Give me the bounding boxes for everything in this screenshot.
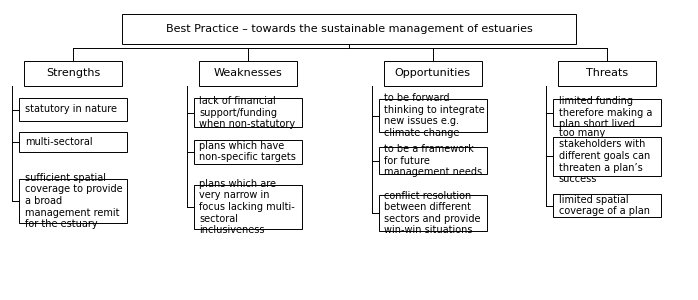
- FancyBboxPatch shape: [19, 98, 127, 121]
- FancyBboxPatch shape: [553, 194, 662, 217]
- Text: Weaknesses: Weaknesses: [214, 68, 282, 79]
- FancyBboxPatch shape: [24, 61, 122, 86]
- FancyBboxPatch shape: [558, 61, 656, 86]
- FancyBboxPatch shape: [553, 136, 662, 176]
- Text: too many
stakeholders with
different goals can
threaten a plan’s
success: too many stakeholders with different goa…: [558, 128, 650, 184]
- FancyBboxPatch shape: [199, 61, 297, 86]
- FancyBboxPatch shape: [384, 61, 482, 86]
- Text: lack of financial
support/funding
when non-statutory: lack of financial support/funding when n…: [200, 96, 295, 129]
- FancyBboxPatch shape: [378, 195, 487, 231]
- FancyBboxPatch shape: [122, 14, 576, 44]
- FancyBboxPatch shape: [193, 140, 302, 164]
- FancyBboxPatch shape: [19, 132, 127, 152]
- Text: limited spatial
coverage of a plan: limited spatial coverage of a plan: [558, 195, 650, 216]
- FancyBboxPatch shape: [553, 99, 662, 126]
- Text: conflict resolution
between different
sectors and provide
win-win situations: conflict resolution between different se…: [384, 190, 481, 236]
- FancyBboxPatch shape: [378, 147, 487, 174]
- Text: plans which are
very narrow in
focus lacking multi-
sectoral
inclusiveness: plans which are very narrow in focus lac…: [200, 179, 295, 235]
- FancyBboxPatch shape: [193, 185, 302, 229]
- Text: Opportunities: Opportunities: [395, 68, 470, 79]
- Text: limited funding
therefore making a
plan short lived: limited funding therefore making a plan …: [558, 96, 652, 129]
- FancyBboxPatch shape: [378, 99, 487, 132]
- Text: to be forward
thinking to integrate
new issues e.g.
climate change: to be forward thinking to integrate new …: [384, 93, 485, 138]
- FancyBboxPatch shape: [19, 179, 127, 223]
- Text: multi-sectoral: multi-sectoral: [25, 137, 92, 147]
- Text: Strengths: Strengths: [46, 68, 101, 79]
- Text: to be a framework
for future
management needs: to be a framework for future management …: [384, 144, 482, 177]
- Text: Best Practice – towards the sustainable management of estuaries: Best Practice – towards the sustainable …: [165, 23, 533, 34]
- Text: sufficient spatial
coverage to provide
a broad
management remit
for the estuary: sufficient spatial coverage to provide a…: [25, 173, 122, 229]
- Text: statutory in nature: statutory in nature: [25, 104, 117, 115]
- Text: Threats: Threats: [586, 68, 628, 79]
- Text: plans which have
non-specific targets: plans which have non-specific targets: [200, 141, 296, 162]
- FancyBboxPatch shape: [193, 98, 302, 127]
